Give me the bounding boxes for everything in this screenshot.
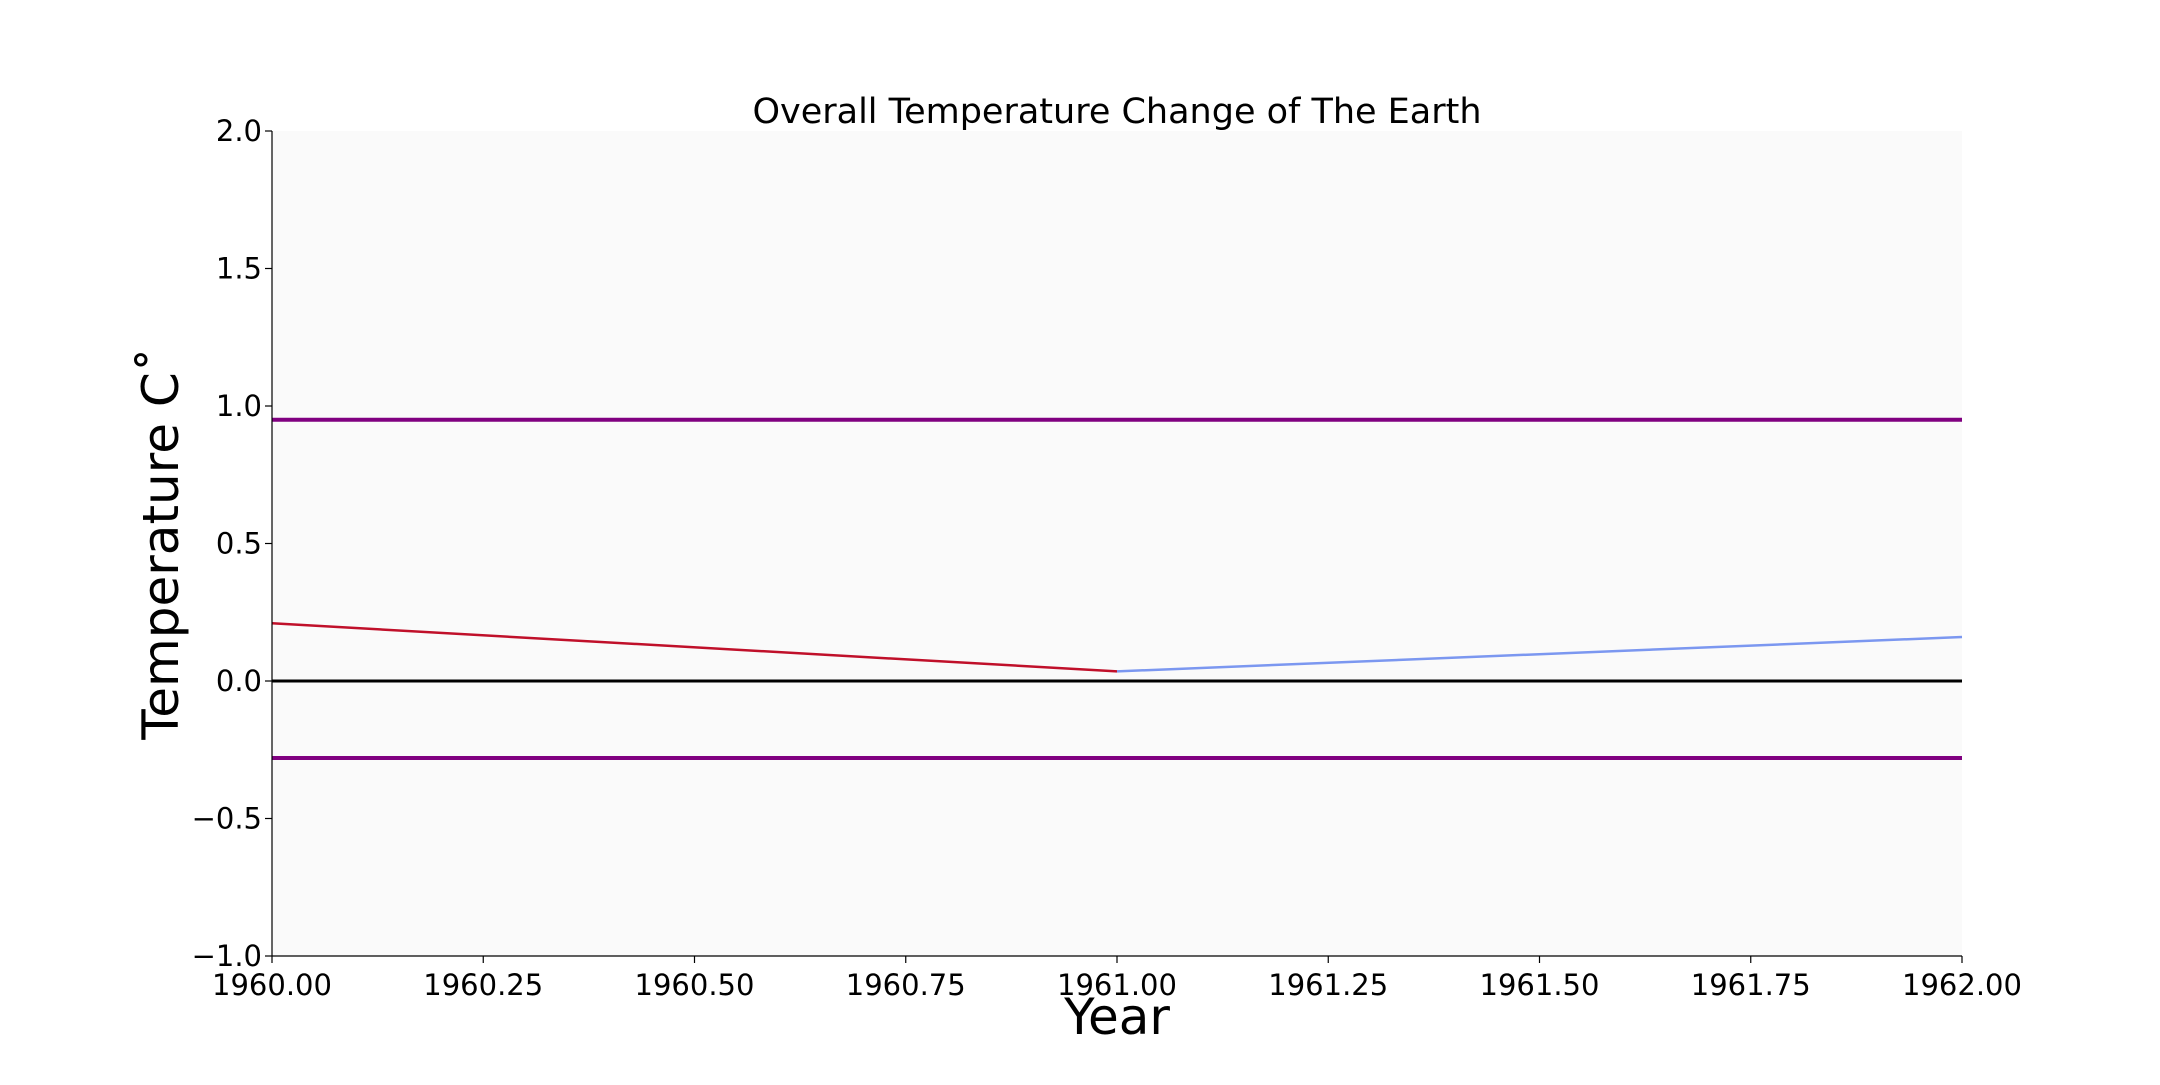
x-tick-label: 1961.00 [1057, 968, 1177, 1002]
y-tick-label: −0.5 [192, 802, 262, 836]
series-line-1 [1116, 635, 1963, 673]
x-tick-label: 1960.25 [423, 968, 543, 1002]
y-tick-label: 2.0 [216, 114, 262, 148]
y-tick-label: 1.0 [216, 389, 262, 423]
y-tick-label: 0.5 [216, 527, 262, 561]
x-axis-label: Year [1063, 988, 1170, 1046]
y-axis-label: Temperature C˚ [132, 347, 190, 741]
x-tick-label: 1961.75 [1691, 968, 1811, 1002]
plot-background [272, 131, 1962, 956]
x-tick-label: 1962.00 [1902, 968, 2022, 1002]
y-tick-label: −1.0 [192, 939, 262, 973]
x-tick-label: 1961.25 [1268, 968, 1388, 1002]
x-tick-label: 1960.00 [212, 968, 332, 1002]
series-line-0 [271, 622, 1118, 673]
y-ticks: −1.0 −0.5 0.0 0.5 1.0 1.5 2.0 [192, 114, 272, 973]
series-lines [271, 622, 1963, 673]
x-ticks: 1960.00 1960.25 1960.50 1960.75 1961.00 1961.… [212, 956, 2022, 1002]
y-tick-label: 1.5 [216, 252, 262, 286]
x-tick-label: 1960.75 [846, 968, 966, 1002]
y-tick-label: 0.0 [216, 664, 262, 698]
chart-title: Overall Temperature Change of The Earth [752, 92, 1481, 132]
reference-lines [272, 417, 1962, 760]
x-tick-label: 1961.50 [1480, 968, 1600, 1002]
x-tick-label: 1960.50 [635, 968, 755, 1002]
